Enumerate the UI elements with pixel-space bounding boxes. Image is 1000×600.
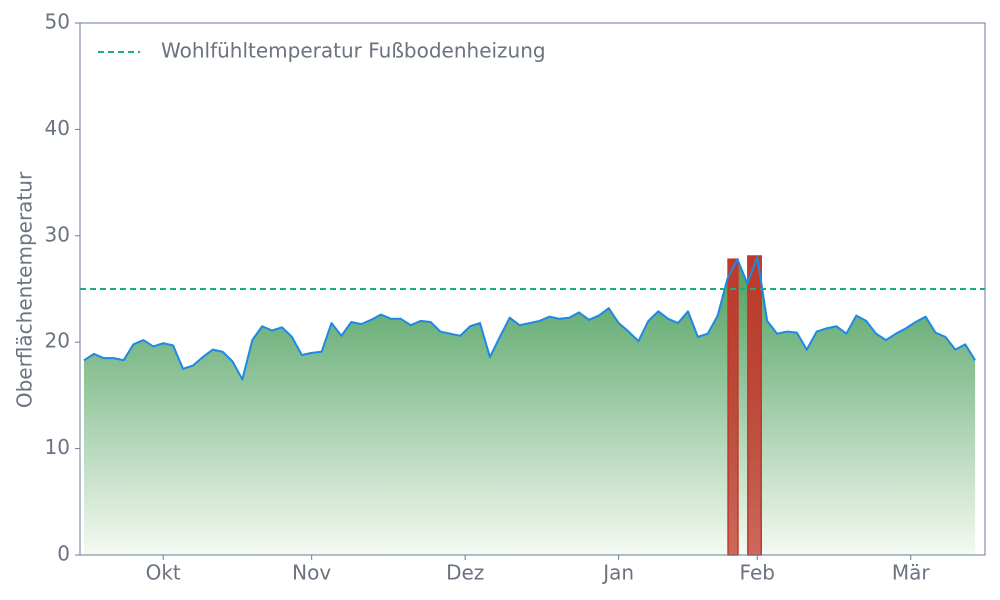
highlight-bar bbox=[727, 258, 739, 556]
x-tick-label: Feb bbox=[740, 561, 775, 585]
y-tick-label: 10 bbox=[45, 435, 70, 459]
highlight-bar bbox=[747, 255, 762, 556]
x-tick-label: Mär bbox=[892, 561, 931, 585]
x-tick-label: Okt bbox=[146, 561, 181, 585]
x-tick-label: Dez bbox=[446, 561, 484, 585]
legend-label: Wohlfühltemperatur Fußbodenheizung bbox=[161, 39, 546, 63]
y-tick-label: 50 bbox=[45, 10, 70, 34]
y-tick-label: 30 bbox=[45, 222, 70, 246]
plot-frame bbox=[79, 22, 986, 556]
x-tick-label: Nov bbox=[292, 561, 331, 585]
area-fill bbox=[83, 257, 976, 555]
temperature-line bbox=[83, 256, 976, 381]
y-tick-label: 0 bbox=[57, 542, 70, 566]
y-tick-label: 20 bbox=[45, 329, 70, 353]
y-tick-label: 40 bbox=[45, 116, 70, 140]
x-tick-label: Jan bbox=[601, 561, 634, 585]
y-axis-label: Oberflächentemperatur bbox=[13, 171, 37, 408]
